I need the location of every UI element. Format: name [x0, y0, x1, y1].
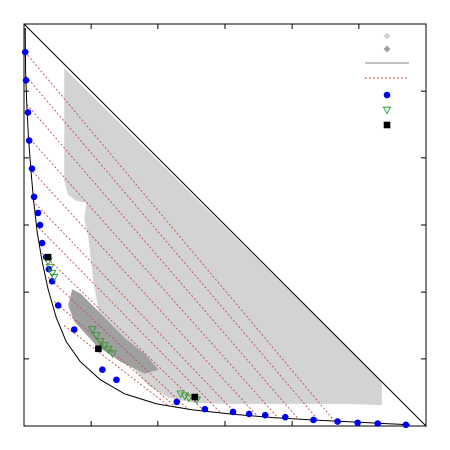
circle-point-7 — [36, 221, 44, 229]
circle-point-6 — [34, 209, 42, 217]
circle-point-25 — [374, 420, 382, 427]
triangle-point-11 — [180, 392, 190, 401]
triangle-point-9 — [108, 350, 117, 359]
binodal-layer — [24, 27, 410, 426]
circle-point-14 — [99, 366, 106, 374]
square-point-2 — [191, 393, 199, 401]
legend-symbol-diamond-dark — [383, 45, 391, 53]
tie-line-9 — [53, 301, 178, 409]
circle-point-5 — [30, 193, 38, 201]
triangle-point-5 — [91, 332, 101, 341]
legend-symbol-diamond-light — [383, 32, 391, 40]
legend-symbol-blue-circle — [383, 91, 391, 99]
circle-point-22 — [310, 416, 317, 424]
light-region — [64, 68, 382, 406]
tie-line-3 — [27, 136, 278, 418]
circle-point-4 — [28, 165, 36, 173]
circle-point-13 — [70, 326, 78, 333]
triangle-point-7 — [100, 342, 109, 351]
dark-region — [68, 289, 159, 374]
triangle-point-2 — [47, 269, 57, 278]
circle-point-26 — [402, 421, 410, 429]
tie-line-7 — [41, 252, 206, 412]
circle-point-2 — [24, 109, 32, 116]
tie-line-2 — [26, 104, 298, 419]
triangle-point-6 — [96, 338, 105, 347]
tie-lines-layer — [24, 51, 334, 421]
circle-point-19 — [245, 410, 253, 418]
binodal-curve — [24, 27, 410, 426]
circle-point-3 — [25, 137, 33, 144]
circle-point-11 — [48, 277, 56, 285]
tie-line-5 — [32, 200, 238, 416]
circle-point-0 — [21, 48, 29, 56]
legend-symbol-black-square — [383, 121, 391, 129]
square-point-0 — [44, 253, 52, 261]
tie-line-1 — [25, 75, 318, 420]
circle-point-1 — [22, 76, 30, 84]
triangle-point-8 — [104, 346, 113, 355]
legend-symbol-green-triangle — [382, 106, 392, 115]
triangle-point-4 — [87, 326, 97, 335]
circle-point-17 — [201, 405, 209, 413]
regions-layer — [64, 68, 382, 406]
circle-point-8 — [38, 239, 46, 247]
triangle-point-1 — [45, 263, 55, 272]
circle-point-23 — [334, 418, 341, 425]
tie-line-8 — [47, 276, 190, 411]
circle-point-12 — [54, 302, 62, 309]
circle-point-18 — [229, 408, 237, 416]
circle-point-20 — [261, 411, 269, 419]
circle-point-15 — [113, 376, 120, 384]
legend — [365, 32, 409, 129]
circle-point-21 — [282, 413, 289, 421]
circle-point-16 — [173, 398, 181, 406]
markers-layer — [21, 48, 410, 429]
axes-layer — [23, 23, 428, 427]
square-point-1 — [95, 345, 102, 353]
tie-line-10 — [63, 325, 169, 407]
triangle-point-3 — [49, 273, 59, 282]
triangle-point-12 — [184, 394, 194, 403]
circle-point-24 — [354, 419, 361, 427]
triangle-point-10 — [176, 390, 186, 399]
